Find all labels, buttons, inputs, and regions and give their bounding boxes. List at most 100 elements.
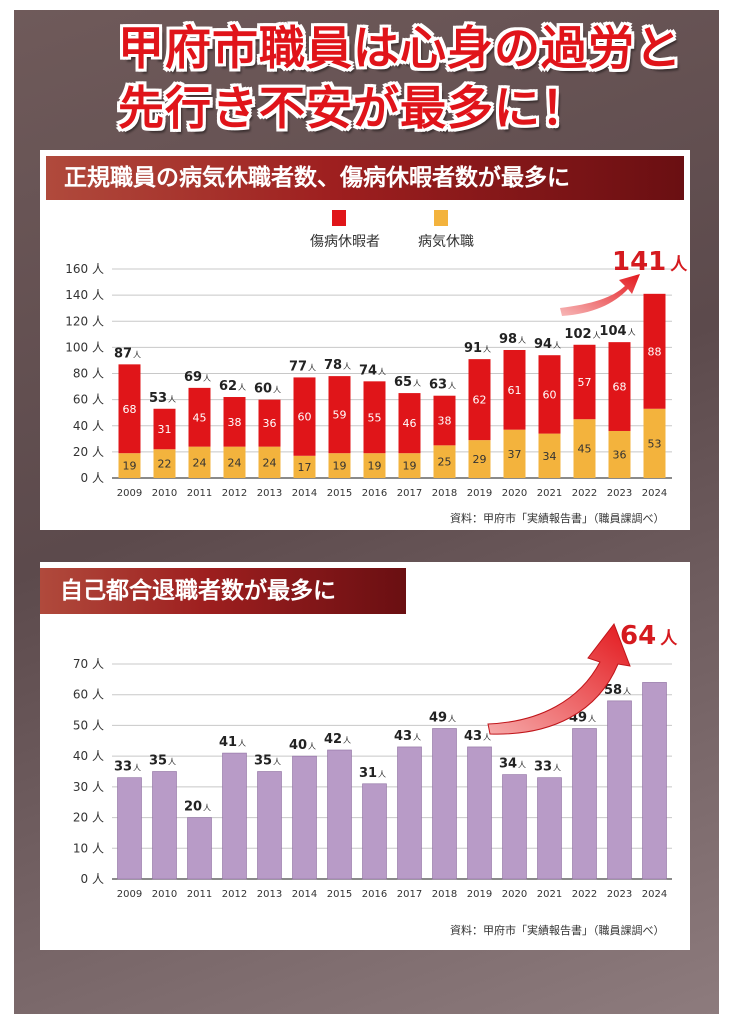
segment-value-label: 57 [578, 376, 592, 389]
segment-value-label: 36 [613, 448, 627, 461]
x-tick-label: 2012 [222, 488, 247, 499]
total-value-label: 87人 [114, 346, 141, 361]
x-tick-label: 2017 [397, 488, 422, 499]
bar-segment-illness [468, 440, 491, 478]
legend-label-injury: 傷病休暇者 [310, 234, 380, 250]
bar-value-label: 42人 [324, 732, 351, 747]
bar-value-label: 35人 [149, 754, 176, 769]
x-tick-label: 2016 [362, 488, 387, 499]
segment-value-label: 22 [158, 458, 172, 471]
bar-segment-illness [643, 408, 666, 478]
bar-resignations [222, 752, 247, 880]
y-tick-label: 50 人 [73, 718, 104, 732]
segment-value-label: 24 [193, 456, 207, 469]
segment-value-label: 19 [123, 460, 137, 473]
x-tick-label: 2022 [572, 488, 597, 499]
x-tick-label: 2020 [502, 889, 527, 900]
x-tick-label: 2011 [187, 889, 212, 900]
total-value-label: 65人 [394, 375, 421, 390]
segment-value-label: 36 [263, 417, 277, 430]
bar-segment-illness [293, 455, 316, 478]
bar-segment-illness [538, 433, 561, 478]
y-tick-label: 30 人 [73, 780, 104, 794]
y-tick-label: 60 人 [73, 688, 104, 702]
bar-resignations [537, 777, 562, 880]
total-value-label: 77人 [289, 359, 316, 374]
y-tick-label: 40 人 [73, 419, 104, 433]
segment-value-label: 19 [403, 460, 417, 473]
bar-resignations [187, 817, 212, 880]
x-tick-label: 2023 [607, 488, 632, 499]
bar-segment-injury [608, 342, 631, 431]
x-tick-label: 2013 [257, 889, 282, 900]
segment-value-label: 37 [508, 448, 522, 461]
bar-segment-illness [188, 446, 211, 478]
x-tick-label: 2012 [222, 889, 247, 900]
x-tick-label: 2023 [607, 889, 632, 900]
total-value-label: 94人 [534, 337, 561, 352]
bar-segment-injury [153, 408, 176, 450]
bar-resignations [152, 771, 177, 880]
segment-value-label: 24 [263, 456, 277, 469]
segment-value-label: 61 [508, 384, 522, 397]
bar-value-label: 31人 [359, 766, 386, 781]
segment-value-label: 17 [298, 461, 312, 474]
headline-line-2: 先行き不安が最多に！ [118, 81, 588, 135]
bar-resignations [327, 749, 352, 880]
segment-value-label: 62 [473, 394, 487, 407]
bar-value-label: 43人 [394, 729, 421, 744]
y-tick-label: 60 人 [73, 393, 104, 407]
y-tick-label: 20 人 [73, 445, 104, 459]
bar-segment-injury [293, 377, 316, 456]
y-tick-label: 10 人 [73, 841, 104, 855]
segment-value-label: 25 [438, 456, 452, 469]
bar-value-label: 49人 [429, 711, 456, 726]
bar-segment-injury [643, 293, 666, 409]
bar-segment-injury [188, 387, 211, 447]
bar-segment-illness [433, 445, 456, 478]
bar-segment-injury [503, 349, 526, 430]
bar-chart-resignations: 0 人 10 人 20 人 30 人 40 人 50 人 60 人 70 人 33人 35人 20… [73, 621, 678, 937]
x-tick-label: 2021 [537, 889, 562, 900]
segment-value-label: 24 [228, 456, 242, 469]
total-value-label: 91人 [464, 341, 491, 356]
bar-segment-injury [118, 364, 141, 454]
y-tick-label: 140 人 [65, 288, 104, 302]
segment-value-label: 60 [298, 411, 312, 424]
x-tick-label: 2015 [327, 488, 352, 499]
segment-value-label: 88 [648, 345, 662, 358]
segment-value-label: 19 [368, 460, 382, 473]
bar-value-label: 33人 [534, 760, 561, 775]
bar-value-label: 41人 [219, 735, 246, 750]
y-tick-label: 70 人 [73, 657, 104, 671]
x-tick-label: 2024 [642, 889, 667, 900]
bar-segment-illness [153, 449, 176, 478]
y-tick-label: 20 人 [73, 811, 104, 825]
y-tick-label: 80 人 [73, 367, 104, 381]
y-tick-label: 0 人 [81, 872, 104, 886]
bar-segment-injury [398, 393, 421, 454]
x-tick-label: 2020 [502, 488, 527, 499]
bar-segment-illness [573, 419, 596, 478]
bar-value-label: 33人 [114, 760, 141, 775]
chart-source-note: 資料：甲府市「実績報告書」（職員課調べ） [450, 511, 665, 525]
bar-resignations [362, 783, 387, 880]
total-value-label: 104人 [599, 324, 635, 339]
chart-source-note: 資料：甲府市「実績報告書」（職員課調べ） [450, 923, 665, 937]
total-value-label: 60人 [254, 382, 281, 397]
bar-resignations [467, 746, 492, 880]
segment-value-label: 53 [648, 437, 662, 450]
bar-resignations [607, 700, 632, 880]
bar-segment-illness [398, 453, 421, 478]
highlight-value-141: 141 人 [612, 247, 688, 277]
bar-segment-illness [363, 453, 386, 478]
bar-resignations [397, 746, 422, 880]
y-tick-label: 160 人 [65, 262, 104, 276]
segment-value-label: 19 [333, 460, 347, 473]
x-tick-label: 2014 [292, 488, 317, 499]
bar-segment-illness [503, 429, 526, 478]
total-value-label: 69人 [184, 370, 211, 385]
x-tick-label: 2011 [187, 488, 212, 499]
total-value-label: 53人 [149, 391, 176, 406]
segment-value-label: 29 [473, 453, 487, 466]
